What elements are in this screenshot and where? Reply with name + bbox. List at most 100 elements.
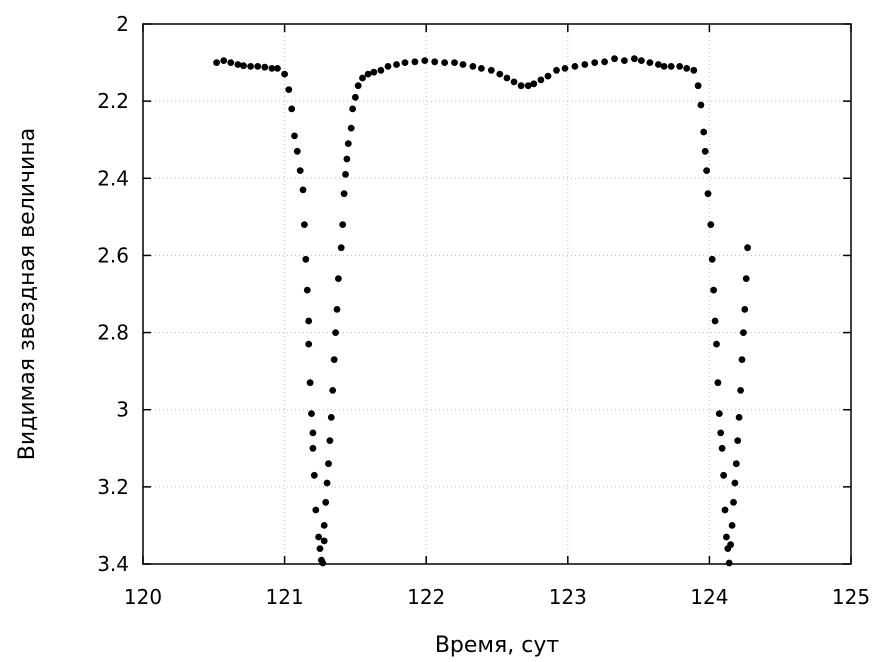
data-point: [220, 57, 228, 64]
data-point: [319, 559, 327, 567]
data-point: [421, 57, 429, 64]
data-point: [638, 57, 645, 64]
y-tick-labels: 2 2.2 2.4 2.6 2.8 3 3.2 3.4: [97, 12, 129, 576]
data-point: [354, 82, 362, 90]
data-point: [721, 506, 729, 514]
data-point: [732, 460, 740, 468]
x-tick-label: 122: [407, 585, 445, 609]
data-point: [621, 57, 628, 64]
y-axis-title: Видимая звездная величина: [15, 128, 40, 460]
data-point: [441, 59, 448, 66]
data-point: [530, 80, 538, 88]
y-tick-label: 2.2: [97, 89, 129, 113]
data-point: [310, 471, 318, 479]
data-point: [517, 82, 525, 90]
data-point: [359, 74, 366, 82]
data-point: [213, 59, 221, 66]
data-point: [303, 286, 311, 294]
data-point: [326, 437, 334, 444]
data-point: [285, 86, 293, 93]
plot-frame: [142, 23, 852, 565]
data-point: [738, 356, 746, 363]
data-point: [469, 63, 477, 70]
data-point: [343, 155, 351, 163]
data-point: [717, 429, 725, 437]
data-point: [710, 286, 717, 294]
data-point: [487, 66, 495, 74]
axis-ticks: [142, 23, 852, 565]
data-point: [451, 59, 458, 66]
data-point: [268, 65, 276, 72]
x-axis-title: Время, сут: [435, 633, 560, 658]
data-point: [305, 340, 313, 348]
data-point: [571, 63, 579, 70]
data-point: [370, 68, 378, 76]
data-point: [713, 340, 720, 348]
data-point: [728, 522, 736, 529]
data-point: [715, 410, 723, 417]
data-point: [305, 317, 313, 325]
grid: [143, 24, 851, 564]
data-point: [694, 82, 702, 90]
data-point: [704, 190, 712, 198]
data-point: [711, 317, 719, 325]
data-point: [611, 55, 618, 63]
x-tick-labels: 120 121 122 123 124 125: [124, 585, 870, 609]
data-point: [524, 82, 532, 90]
data-point: [744, 244, 751, 252]
data-point: [720, 471, 727, 479]
data-point: [591, 59, 599, 66]
data-point: [281, 70, 288, 78]
data-point: [325, 460, 332, 468]
data-point: [322, 498, 330, 506]
data-point: [708, 255, 716, 263]
data-point: [347, 124, 355, 132]
data-point: [496, 70, 504, 78]
data-point: [646, 59, 654, 66]
data-point: [401, 59, 409, 66]
data-point: [731, 479, 739, 487]
data-point: [431, 58, 439, 66]
data-point: [320, 537, 328, 545]
data-point: [740, 329, 747, 336]
data-point: [364, 70, 372, 78]
data-point: [302, 255, 310, 263]
data-point: [718, 444, 726, 452]
data-point: [296, 167, 304, 175]
data-point: [510, 78, 518, 86]
data-point: [306, 379, 314, 387]
data-point: [377, 66, 385, 74]
data-point: [544, 72, 552, 80]
data-point: [329, 387, 337, 394]
data-point: [723, 533, 730, 541]
data-point: [323, 479, 331, 487]
data-point: [330, 356, 338, 363]
data-point: [714, 379, 722, 387]
data-point: [308, 410, 315, 417]
data-point: [240, 62, 247, 70]
data-point: [537, 76, 545, 84]
data-point: [737, 387, 744, 394]
data-point: [315, 533, 322, 541]
data-point: [742, 275, 750, 282]
data-point: [727, 541, 734, 549]
data-point: [700, 128, 708, 136]
y-tick-label: 2.8: [97, 321, 129, 345]
data-point: [309, 444, 317, 452]
data-point: [411, 58, 419, 66]
data-point: [293, 147, 301, 155]
data-point: [335, 275, 342, 282]
data-point: [734, 437, 742, 444]
data-point: [299, 186, 307, 194]
data-point: [288, 105, 296, 113]
data-point: [459, 61, 467, 68]
data-point: [291, 132, 298, 140]
data-point: [342, 171, 349, 178]
y-tick-label: 3.2: [97, 475, 129, 499]
data-point: [332, 329, 339, 336]
y-tick-label: 3: [116, 398, 129, 422]
x-tick-label: 120: [124, 585, 162, 609]
data-point: [707, 221, 715, 229]
data-point: [741, 306, 749, 313]
